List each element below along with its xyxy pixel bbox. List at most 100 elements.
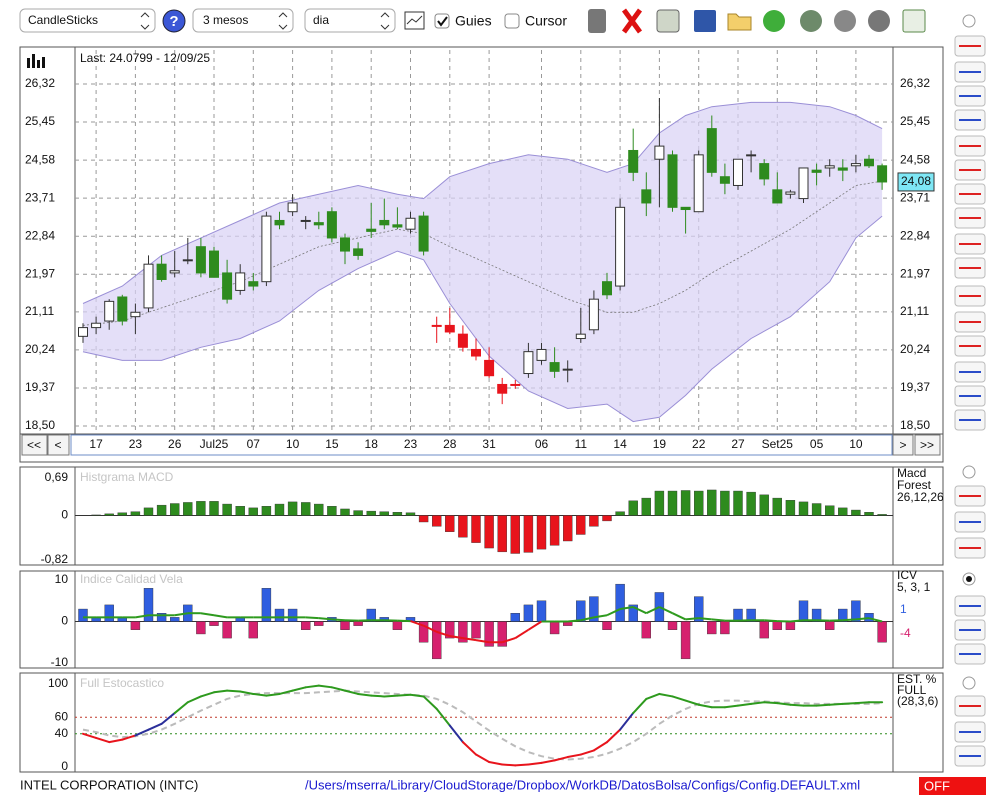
k-segment	[527, 761, 543, 766]
currency-icon[interactable]	[834, 10, 856, 32]
chevron	[278, 12, 288, 30]
nav-next[interactable]	[892, 434, 914, 456]
x-tick-label: 28	[443, 437, 457, 451]
bar	[864, 613, 874, 622]
bar	[418, 515, 429, 523]
k-segment	[501, 763, 517, 767]
k-segment	[854, 701, 870, 705]
k-segment	[370, 694, 386, 698]
cursor-label: Cursor	[525, 13, 567, 29]
candle-body	[209, 250, 219, 278]
bar	[104, 604, 114, 622]
candle-body	[811, 169, 822, 173]
nav-first[interactable]	[21, 434, 48, 456]
k-segment	[776, 702, 792, 706]
x-tick-label: 10	[849, 437, 863, 451]
interval-select[interactable]	[304, 8, 396, 33]
bar	[615, 511, 625, 516]
guides-checkbox[interactable]	[434, 13, 450, 29]
y-tick-label: 21,11	[25, 304, 54, 318]
bar	[628, 604, 638, 622]
candle-body	[261, 215, 272, 283]
nav-next-label: >	[899, 438, 906, 452]
band-upper	[82, 101, 883, 304]
y-tick-label: 19,37	[900, 380, 930, 394]
bar	[169, 503, 180, 516]
refresh-icon[interactable]	[763, 10, 785, 32]
panel-legend: FULL	[897, 683, 927, 697]
y-tick-label: 26,32	[900, 76, 930, 90]
company: INTEL CORPORATION (INTC)	[20, 777, 198, 792]
line-segment	[135, 614, 149, 619]
bar	[563, 515, 573, 542]
settings-icon[interactable]	[868, 10, 890, 32]
line-segment	[174, 612, 188, 617]
y-tick-label: 100	[48, 676, 68, 690]
open-icon[interactable]	[727, 13, 752, 31]
candle-body	[536, 348, 547, 361]
candle-body	[484, 359, 495, 377]
print-icon[interactable]	[656, 9, 680, 33]
bar	[772, 497, 782, 516]
radio[interactable]	[962, 465, 976, 479]
last-info: Last: 24.0799 - 12/09/25	[80, 51, 210, 65]
period-select[interactable]	[192, 8, 294, 33]
k-segment	[828, 702, 844, 706]
panel-legend: 26,12,26	[897, 490, 944, 504]
calendar-icon[interactable]	[902, 9, 926, 33]
bar	[156, 504, 167, 516]
bar	[117, 512, 128, 516]
k-segment	[199, 691, 215, 698]
bar	[811, 503, 822, 516]
interval: dia	[313, 13, 329, 27]
candle-body	[719, 176, 730, 184]
candle-body	[326, 211, 337, 239]
k-segment	[173, 701, 189, 715]
k-segment	[488, 761, 504, 766]
line-segment	[475, 639, 490, 644]
radio[interactable]	[962, 14, 976, 28]
delete-icon[interactable]	[621, 8, 643, 34]
k-segment	[553, 756, 569, 762]
bar	[576, 600, 586, 622]
candle-body	[195, 246, 206, 274]
radio[interactable]	[962, 676, 976, 690]
trash-icon[interactable]	[588, 9, 606, 33]
update-icon[interactable]	[800, 10, 822, 32]
bar	[261, 588, 272, 622]
bar	[536, 600, 547, 622]
bar	[248, 507, 259, 516]
k-segment	[632, 697, 648, 715]
bar	[274, 608, 285, 622]
candle-body	[130, 311, 141, 318]
candle-body	[248, 281, 259, 287]
readout: -4	[900, 626, 911, 640]
line-segment	[527, 620, 543, 631]
cursor-checkbox[interactable]	[504, 13, 520, 29]
help-icon: ?	[169, 13, 178, 30]
bar	[392, 621, 403, 631]
bar	[615, 583, 625, 622]
save-icon[interactable]	[694, 10, 716, 32]
help-button[interactable]	[162, 9, 186, 33]
chart-type-select[interactable]	[19, 8, 156, 33]
panel-title: Full Estocastico	[80, 676, 164, 690]
bar	[497, 515, 507, 553]
bar	[602, 515, 612, 522]
bar	[589, 515, 599, 527]
x-tick-label: 27	[731, 437, 745, 451]
candle-body	[497, 383, 508, 394]
x-tick-label: 15	[325, 437, 339, 451]
y-tick-label: 0	[61, 759, 68, 773]
config-path[interactable]: /Users/mserra/Library/CloudStorage/Dropb…	[305, 777, 860, 792]
bar	[838, 507, 848, 516]
candle-body	[91, 322, 102, 329]
nav-prev[interactable]	[47, 434, 70, 456]
y-tick-label: 0,69	[45, 470, 69, 484]
k-segment	[815, 703, 831, 707]
bar	[209, 501, 219, 516]
candle-body	[510, 383, 521, 386]
nav-last[interactable]	[914, 434, 941, 456]
candle-body	[562, 368, 573, 371]
